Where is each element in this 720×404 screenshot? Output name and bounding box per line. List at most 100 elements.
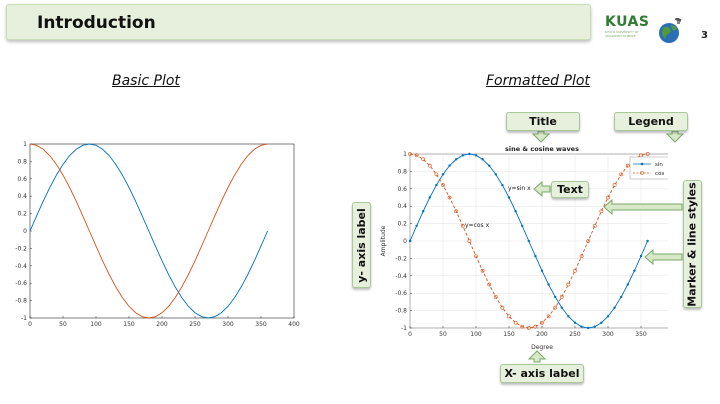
- formatted-cos-point: [454, 209, 459, 214]
- formatted-sin-point: [606, 315, 610, 318]
- formatted-sin-point: [626, 283, 629, 286]
- formatted-sin-point: [633, 269, 636, 272]
- basic-xtick-label: 400: [288, 321, 300, 328]
- formatted-cos-point: [513, 320, 518, 325]
- formatted-ytick-label: 0.4: [397, 203, 407, 210]
- formatted-sin-point: [573, 321, 577, 324]
- callout-title: Title: [506, 112, 580, 131]
- formatted-cos-point: [474, 254, 478, 259]
- formatted-sin-point: [461, 154, 464, 157]
- formatted-cos-point: [480, 268, 485, 273]
- formatted-ytick-label: -0.4: [395, 273, 407, 280]
- formatted-ytick-label: 0.8: [397, 168, 407, 175]
- basic-xtick-label: 0: [28, 321, 32, 328]
- formatted-cos-point: [586, 239, 591, 243]
- basic-xtick-label: 250: [189, 321, 201, 328]
- formatted-xtick-label: 150: [503, 331, 515, 338]
- callout-legend: Legend: [614, 112, 688, 131]
- formatted-cos-point: [540, 320, 544, 325]
- callout-text-label: Text: [557, 183, 583, 196]
- callout-legend-label: Legend: [628, 115, 674, 128]
- formatted-cos-point: [553, 305, 558, 310]
- callout-marker-line-styles: Marker & line styles: [683, 180, 702, 308]
- formatted-cos-point: [447, 195, 452, 200]
- formatted-xtick-label: 300: [602, 331, 614, 338]
- page-title: Introduction: [37, 13, 156, 33]
- formatted-sin-point: [527, 239, 530, 243]
- formatted-sin-point: [560, 306, 563, 309]
- x-axis-label: Degree: [531, 344, 553, 351]
- arrow-legend: [665, 130, 685, 143]
- basic-sin-line: [29, 143, 269, 319]
- formatted-cos-point: [592, 223, 597, 228]
- formatted-cos-point: [493, 295, 498, 299]
- basic-cos-line: [29, 143, 268, 319]
- formatted-sin-point: [488, 164, 491, 167]
- formatted-cos-point: [520, 324, 525, 329]
- basic-ytick-label: -0.6: [15, 280, 27, 287]
- basic-xtick-label: 200: [156, 321, 168, 328]
- formatted-cos-point: [427, 163, 432, 168]
- formatted-sin-point: [494, 173, 497, 176]
- formatted-sin-point: [620, 295, 623, 299]
- formatted-sin-point: [441, 173, 445, 176]
- formatted-sin-point: [521, 224, 524, 228]
- basic-plot-area: [29, 143, 295, 319]
- basic-xtick-label: 100: [90, 321, 102, 328]
- formatted-cos-point: [414, 153, 419, 158]
- basic-ytick-label: -0.8: [15, 298, 27, 305]
- y-axis-label: Amplitude: [380, 225, 387, 256]
- formatted-cos-point: [507, 314, 511, 319]
- formatted-sin-point: [507, 196, 511, 199]
- formatted-sin-point: [422, 210, 425, 213]
- formatted-ytick-label: -0.2: [395, 255, 407, 262]
- basic-ytick-label: 0.4: [17, 193, 27, 200]
- formatted-ytick-label: -0.6: [395, 290, 407, 297]
- basic-ytick-label: -0.2: [15, 245, 27, 252]
- callout-x-axis: X- axis label: [500, 364, 584, 383]
- basic-xtick-label: 150: [123, 321, 135, 328]
- formatted-sin-point: [448, 164, 451, 167]
- formatted-sin-point: [501, 183, 504, 187]
- formatted-ytick-label: 0.2: [397, 221, 407, 228]
- formatted-xtick-label: 250: [569, 331, 581, 338]
- annotation-sin: y=sin x: [508, 185, 531, 192]
- callout-text: Text: [551, 181, 589, 198]
- formatted-sin-point: [613, 306, 616, 309]
- basic-ytick-label: 0.2: [17, 211, 27, 218]
- legend-sin: sin: [655, 162, 663, 168]
- formatted-cos-point: [559, 295, 564, 299]
- formatted-sin-point: [468, 152, 471, 156]
- formatted-sin-point: [639, 254, 643, 258]
- formatted-ytick-label: 1: [403, 151, 407, 158]
- basic-ytick-label: 0.8: [17, 158, 27, 165]
- formatted-cos-point: [625, 163, 630, 168]
- formatted-ytick-label: -0.8: [395, 308, 407, 315]
- basic-plot-title: Basic Plot: [112, 73, 180, 89]
- header-bar: Introduction: [6, 4, 591, 40]
- callout-y-axis: y- axis label: [352, 202, 371, 288]
- formatted-cos-point: [533, 324, 538, 329]
- basic-ytick-label: 1: [23, 141, 27, 148]
- formatted-sin-point: [415, 224, 418, 228]
- formatted-cos-line: [409, 153, 648, 329]
- formatted-plot: sine & cosine waves 0 50 100 150 200 250 300 35…: [380, 145, 668, 351]
- kuas-logo: KUAS KYOTO UNIVERSITY OF ADVANCED SCIENC…: [605, 14, 655, 40]
- basic-ytick-label: -1: [21, 315, 27, 322]
- formatted-cos-point: [599, 209, 604, 214]
- formatted-sin-point: [567, 315, 570, 318]
- formatted-cos-point: [500, 305, 505, 310]
- formatted-xtick-label: 200: [536, 331, 548, 338]
- formatted-cos-point: [487, 282, 492, 287]
- page-number: 3: [701, 30, 708, 41]
- formatted-cos-point: [467, 239, 472, 243]
- formatted-sin-point: [428, 196, 431, 199]
- callout-title-label: Title: [529, 115, 557, 128]
- logo-text: KUAS: [605, 14, 650, 30]
- formatted-xtick-label: 0: [408, 331, 412, 338]
- formatted-cos-point: [645, 152, 650, 156]
- formatted-cos-point: [421, 157, 426, 162]
- basic-plot: 0 50 100 150 200 250 300 350 400 -1 -0.8 -0.6 -0.4 -0…: [15, 141, 300, 328]
- formatted-sin-point: [455, 158, 458, 161]
- formatted-cos-point: [579, 254, 584, 259]
